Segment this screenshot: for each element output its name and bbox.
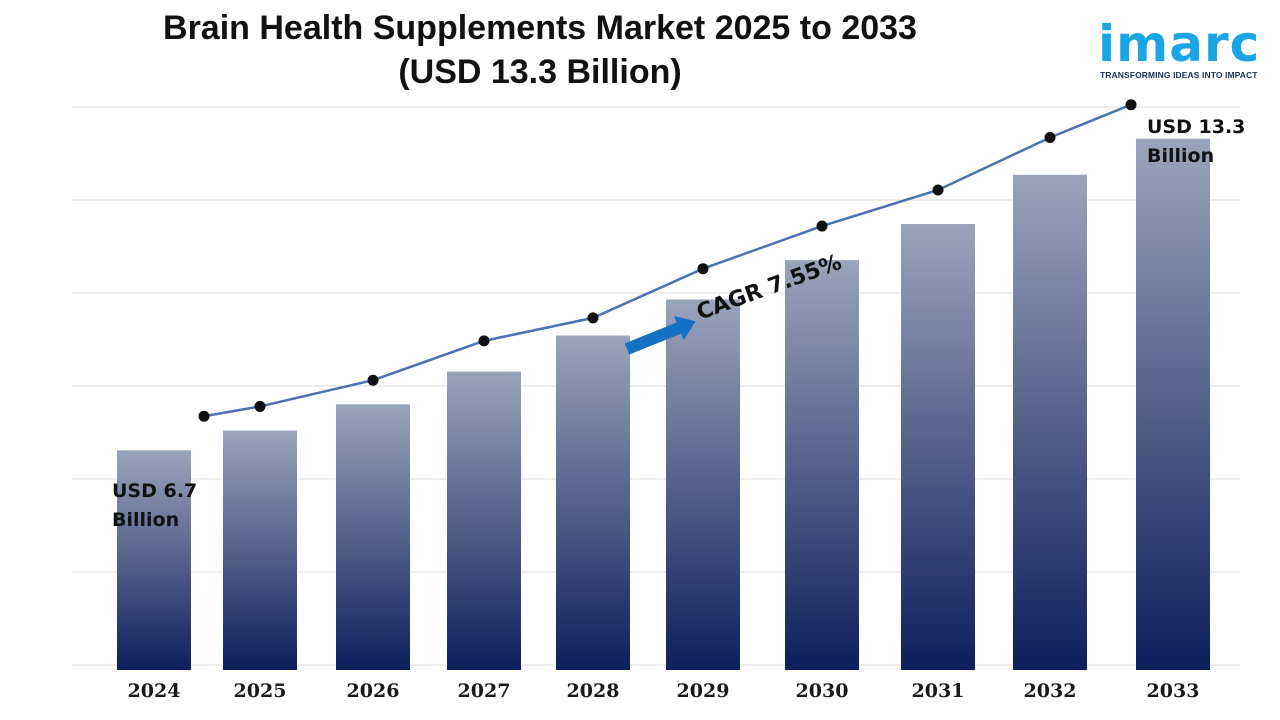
x-tick-2032: 2032 [1024,680,1077,702]
bar-2031 [901,223,975,670]
x-axis-ticks: 2024 2025 2026 2027 2028 2029 2030 2031 2032 2033 [128,680,1200,702]
cagr-arrow-shape [624,315,696,355]
x-tick-2025: 2025 [234,680,287,702]
bar-2024 [117,450,191,670]
trend-polyline [203,103,1132,418]
trend-point-2031 [932,184,944,196]
bar-2029 [666,299,740,670]
bar-2025 [223,430,297,670]
logo-wordmark: imarc [1098,15,1261,73]
x-tick-2024: 2024 [128,680,181,702]
chart-title-line2: (USD 13.3 Billion) [398,53,682,91]
start-value-line2: Billion [112,509,179,531]
trend-point-2025 [254,400,266,412]
trend-point-2032 [1044,132,1056,144]
end-value-line2: Billion [1147,145,1214,167]
x-tick-2030: 2030 [796,680,849,702]
logo-tagline: TRANSFORMING IDEAS INTO IMPACT [1100,70,1258,80]
trend-line [198,99,1137,422]
bar-2027 [447,371,521,670]
bar-2032 [1013,174,1087,670]
bar-2028 [556,335,630,670]
trend-point-2030 [816,220,828,232]
chart-title-line1: Brain Health Supplements Market 2025 to … [163,9,917,47]
trend-point-2024 [198,410,210,422]
end-value-line1: USD 13.3 [1147,116,1245,138]
x-tick-2027: 2027 [458,680,511,702]
trend-point-2033 [1125,99,1137,111]
trend-point-2028 [587,312,599,324]
bar-2026 [336,404,410,670]
trend-point-2029 [697,263,709,275]
cagr-arrow [624,315,696,355]
bars [117,138,1210,671]
x-tick-2031: 2031 [912,680,965,702]
chart-title: Brain Health Supplements Market 2025 to … [60,6,1020,94]
bar-2033 [1136,138,1210,671]
x-tick-2028: 2028 [567,680,620,702]
x-tick-2026: 2026 [347,680,400,702]
trend-point-2027 [478,335,490,347]
trend-point-2026 [367,374,379,386]
x-tick-2029: 2029 [677,680,730,702]
x-tick-2033: 2033 [1147,680,1200,702]
bar-2030 [785,260,859,670]
imarc-logo: imarc TRANSFORMING IDEAS INTO IMPACT [1098,15,1261,86]
start-value-line1: USD 6.7 [112,480,197,502]
